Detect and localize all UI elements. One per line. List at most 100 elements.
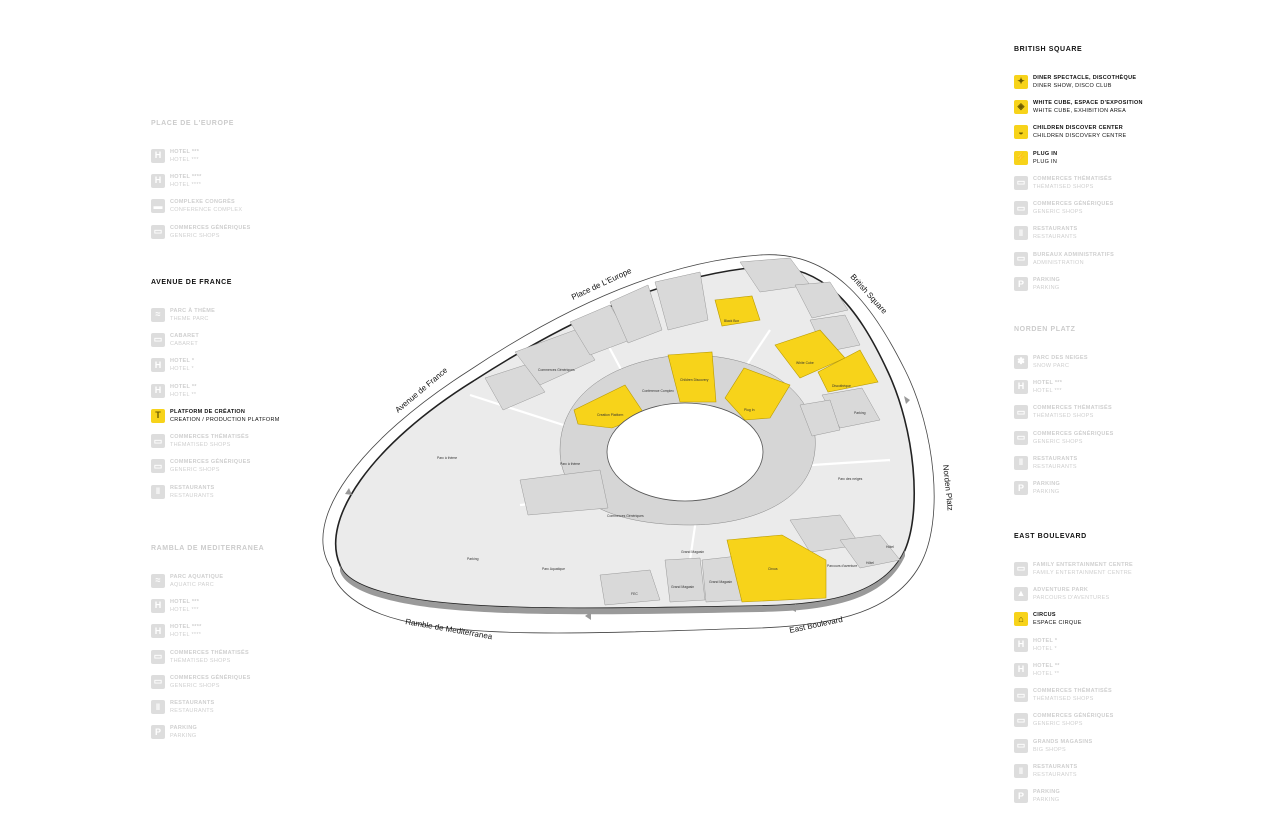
legend-item-label: COMMERCES GÉNÉRIQUES xyxy=(1033,430,1114,437)
legend-item-text: PARKING PARKING xyxy=(1033,480,1060,496)
legend-item-sublabel: WHITE CUBE, EXHIBITION AREA xyxy=(1033,107,1127,114)
legend-item-label: COMMERCES THÉMATISÉS xyxy=(170,434,249,441)
label-fec: FEC xyxy=(631,592,638,596)
restaurant-icon: ‖ xyxy=(151,484,165,499)
legend-item-sublabel: PARKING xyxy=(1033,489,1060,496)
legend-item-text: RESTAURANTS RESTAURANTS xyxy=(170,484,214,500)
legend-item: H HOTEL **** HOTEL **** xyxy=(151,619,391,644)
legend-item: ◈ WHITE CUBE, ESPACE D'EXPOSITION WHITE CU… xyxy=(1014,94,1254,119)
legend-item-text: PARKING PARKING xyxy=(170,724,197,740)
label-grand-magasin-3: Grand Magasin xyxy=(709,580,732,584)
themed-shop-icon: ▭ xyxy=(1014,688,1028,703)
label-circus: Circus xyxy=(768,567,778,571)
legend-item-label: PARC AQUATIQUE xyxy=(170,573,224,580)
legend-item-sublabel: PARKING xyxy=(1033,285,1060,292)
label-grand-magasin-2: Grand Magasin xyxy=(671,585,694,589)
legend-item-sublabel: GENERIC SHOPS xyxy=(1033,209,1083,216)
label-hotel-1: Hôtel xyxy=(866,561,874,565)
legend-item: H HOTEL ** HOTEL ** xyxy=(1014,657,1254,682)
legend-item-sublabel: GENERIC SHOPS xyxy=(1033,721,1083,728)
legend-item: ▭ CABARET CABARET xyxy=(151,327,391,352)
legend-item: H HOTEL * HOTEL * xyxy=(151,353,391,378)
legend-item-text: DINER SPECTACLE, DISCOTHÈQUE DINER SHOW, … xyxy=(1033,74,1136,90)
legend-item-label: PARC DES NEIGES xyxy=(1033,354,1088,361)
creation-platform-icon: T xyxy=(151,408,165,423)
legend-item: ✦ DINER SPECTACLE, DISCOTHÈQUE DINER SHOW,… xyxy=(1014,69,1254,94)
legend-item-sublabel: CHILDREN DISCOVERY CENTRE xyxy=(1033,133,1127,140)
highlight-zones xyxy=(573,295,879,603)
legend-item-text: GRANDS MAGASINS BIG SHOPS xyxy=(1033,738,1093,754)
legend-item-text: RESTAURANTS RESTAURANTS xyxy=(1033,763,1077,779)
cabaret-icon: ▭ xyxy=(151,332,165,347)
label-hotel-2: Hôtel xyxy=(886,545,894,549)
hotel-icon: H xyxy=(151,383,165,398)
legend-item-label: COMMERCES THÉMATISÉS xyxy=(1033,688,1112,695)
legend-item-label: RESTAURANTS xyxy=(170,700,215,707)
white-cube-icon: ◈ xyxy=(1014,99,1028,114)
outer-road-outline xyxy=(322,254,935,634)
legend-item-text: HOTEL * HOTEL * xyxy=(170,357,194,373)
hotel-icon: H xyxy=(1014,379,1028,394)
street-ramble-de-mediterranea: Ramble de Mediterranea xyxy=(405,617,494,641)
legend-item: H HOTEL **** HOTEL **** xyxy=(151,168,391,193)
legend-title: PLACE DE L'EUROPE xyxy=(151,120,235,127)
legend-item-label: RESTAURANTS xyxy=(1033,764,1078,771)
legend-item-label: PARKING xyxy=(1033,277,1061,284)
legend-item-label: COMPLEXE CONGRÈS xyxy=(170,199,236,206)
legend-east-boulevard: EAST BOULEVARD ▭ FAMILY ENTERTAINMENT CEN… xyxy=(1014,533,1254,809)
legend-item-label: ADVENTURE PARK xyxy=(1033,586,1089,593)
legend-item-text: ADVENTURE PARK PARCOURS D'AVENTURES xyxy=(1033,586,1110,602)
legend-item-sublabel: RESTAURANTS xyxy=(1033,234,1077,241)
legend-item-text: COMPLEXE CONGRÈS CONFERENCE COMPLEX xyxy=(170,198,242,214)
legend-item-text: HOTEL *** HOTEL *** xyxy=(1033,379,1062,395)
legend-item: H HOTEL *** HOTEL *** xyxy=(1014,374,1254,399)
legend-item-label: HOTEL ** xyxy=(170,383,197,390)
legend-item-label: PLATFORM DE CRÉATION xyxy=(170,408,246,415)
legend-item-sublabel: THÉMATISED SHOPS xyxy=(1033,413,1094,420)
legend-item-text: BUREAUX ADMINISTRATIFS ADMINISTRATION xyxy=(1033,251,1114,267)
hotel-icon: H xyxy=(1014,637,1028,652)
legend-item-text: COMMERCES GÉNÉRIQUES GENERIC SHOPS xyxy=(170,224,251,240)
legend-item-text: HOTEL * HOTEL * xyxy=(1033,637,1057,653)
legend-item-label: COMMERCES GÉNÉRIQUES xyxy=(170,459,251,466)
legend-item-label: CIRCUS xyxy=(1033,612,1056,619)
legend-item-label: PARKING xyxy=(170,725,198,732)
legend-item: ✽ PARC DES NEIGES SNOW PARC xyxy=(1014,349,1254,374)
legend-item-text: HOTEL *** HOTEL *** xyxy=(170,598,199,614)
legend-item: H HOTEL * HOTEL * xyxy=(1014,632,1254,657)
restaurant-icon: ‖ xyxy=(1014,764,1028,779)
legend-item-sublabel: THÉMATISED SHOPS xyxy=(170,442,231,449)
hotel-icon: H xyxy=(151,148,165,163)
legend-item-text: PLATFORM DE CRÉATION CREATION / PRODUCTIO… xyxy=(170,408,280,424)
legend-item-sublabel: RESTAURANTS xyxy=(1033,772,1077,779)
legend-item-sublabel: RESTAURANTS xyxy=(170,708,214,715)
legend-item-text: COMMERCES THÉMATISÉS THÉMATISED SHOPS xyxy=(1033,687,1112,703)
themed-shop-icon: ▭ xyxy=(151,434,165,449)
legend-item-label: CABARET xyxy=(170,332,199,339)
legend-item-label: BUREAUX ADMINISTRATIFS xyxy=(1033,251,1115,258)
themed-shop-icon: ▭ xyxy=(151,649,165,664)
label-parc-des-neiges: Parc des neiges xyxy=(838,477,863,481)
legend-item-text: PARC AQUATIQUE AQUATIC PARC xyxy=(170,573,223,589)
legend-item-sublabel: RESTAURANTS xyxy=(1033,463,1077,470)
central-void xyxy=(606,402,764,502)
hotel-icon: H xyxy=(1014,662,1028,677)
legend-item-sublabel: HOTEL **** xyxy=(170,181,202,188)
big-shop-icon: ▭ xyxy=(1014,738,1028,753)
legend-item-sublabel: PLUG IN xyxy=(1033,158,1058,165)
legend-item-sublabel: BIG SHOPS xyxy=(1033,746,1066,753)
legend-item: ≈ PARC AQUATIQUE AQUATIC PARC xyxy=(151,568,391,593)
legend-item-sublabel: HOTEL *** xyxy=(170,606,199,613)
street-norden-platz: Norden Platz xyxy=(941,464,955,511)
hotel-icon: H xyxy=(151,173,165,188)
legend-item: ▭ FAMILY ENTERTAINMENT CENTRE FAMILY ENTER… xyxy=(1014,556,1254,581)
shop-icon: ▭ xyxy=(1014,430,1028,445)
legend-item: ⌂ CIRCUS ESPACE CIRQUE xyxy=(1014,607,1254,632)
legend-item-sublabel: HOTEL * xyxy=(170,366,194,373)
label-parc-a-theme: Parc à thème xyxy=(437,456,457,460)
legend-item: P PARKING PARKING xyxy=(151,720,391,745)
snow-park-icon: ✽ xyxy=(1014,354,1028,369)
legend-item: ▭ COMMERCES GÉNÉRIQUES GENERIC SHOPS xyxy=(1014,425,1254,450)
legend-item-label: HOTEL **** xyxy=(170,624,202,631)
label-parc-a-theme-2: Parc à thème xyxy=(560,462,580,466)
